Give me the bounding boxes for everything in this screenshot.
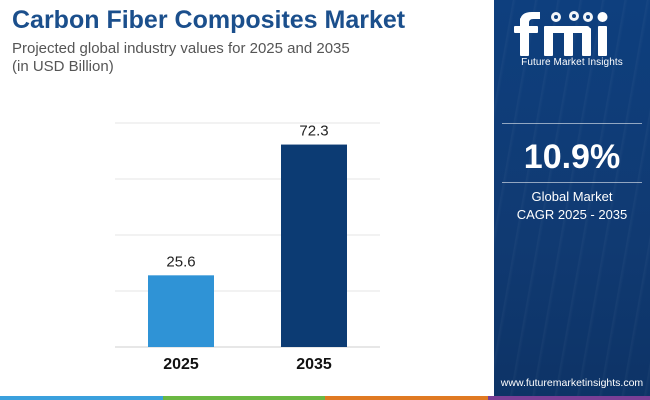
- strip-segment-1: [0, 396, 163, 400]
- bar-2025: [148, 275, 214, 347]
- page-title: Carbon Fiber Composites Market: [12, 6, 406, 34]
- bottom-color-strip: [0, 396, 650, 400]
- website-link[interactable]: www.futuremarketinsights.com: [500, 377, 644, 389]
- bar-2035: [281, 144, 347, 347]
- bar-chart: 25.6 2025 72.3 2035: [115, 122, 380, 373]
- strip-segment-4: [487, 396, 650, 400]
- cagr-label: Global Market CAGR 2025 - 2035: [494, 188, 650, 224]
- divider-middle: [502, 182, 642, 183]
- page-subtitle: Projected global industry values for 202…: [12, 40, 432, 76]
- subtitle-line-2: (in USD Billion): [12, 58, 114, 75]
- divider-top: [502, 123, 642, 124]
- cagr-label-line-2: CAGR 2025 - 2035: [516, 207, 628, 222]
- cagr-label-line-1: Global Market: [531, 189, 613, 204]
- subtitle-line-1: Projected global industry values for 202…: [12, 40, 350, 57]
- logo-caption: Future Market Insights: [521, 57, 623, 68]
- panel-texture: [494, 0, 650, 400]
- bar-value-label-2025: 25.6: [166, 253, 195, 270]
- x-tick-label-2035: 2035: [296, 356, 332, 373]
- side-panel: Future Market Insights 10.9% Global Mark…: [494, 0, 650, 400]
- bar-value-label-2035: 72.3: [299, 123, 328, 140]
- x-tick-label-2025: 2025: [163, 356, 199, 373]
- strip-segment-2: [162, 396, 325, 400]
- fmi-logo-icon: [514, 11, 608, 56]
- strip-segment-3: [325, 396, 488, 400]
- cagr-value: 10.9%: [523, 138, 621, 176]
